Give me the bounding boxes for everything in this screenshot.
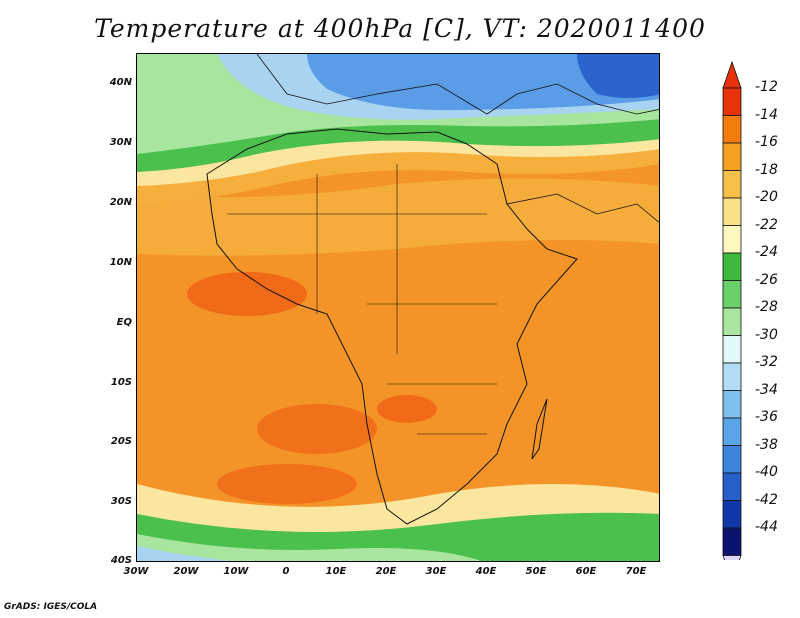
arabia-coastline xyxy=(506,193,659,223)
colorbar-cell xyxy=(722,115,742,144)
lon-label-30e: 30E xyxy=(425,566,447,577)
lat-label-30s: 30S xyxy=(110,496,132,507)
colorbar-label: -38 xyxy=(755,436,778,453)
colorbar-label: -26 xyxy=(755,271,778,288)
colorbar-cell xyxy=(722,472,742,501)
colorbar-cell xyxy=(722,197,742,226)
colorbar-label: -12 xyxy=(755,79,778,95)
patch-warm-south-atlantic xyxy=(257,404,377,454)
lat-label-eq: EQ xyxy=(116,317,132,328)
colorbar-label: -36 xyxy=(755,409,778,425)
colorbar-top-arrow xyxy=(722,60,742,89)
lon-label-10w: 10W xyxy=(223,566,249,577)
lat-label-20s: 20S xyxy=(110,436,132,447)
patch-warm-south xyxy=(217,464,357,504)
colorbar-cell xyxy=(722,500,742,529)
colorbar-cell xyxy=(722,225,742,254)
colorbar-label: -32 xyxy=(755,354,778,370)
lon-label-40e: 40E xyxy=(475,566,497,577)
colorbar-cell xyxy=(722,527,742,556)
band-deep-blue-north xyxy=(577,54,659,98)
colorbar-label: -44 xyxy=(755,519,778,535)
europe-asia-coastline xyxy=(256,54,659,115)
colorbar-cell xyxy=(722,87,742,116)
lat-label-20n: 20N xyxy=(109,197,132,208)
lat-label-40s: 40S xyxy=(110,555,132,566)
colorbar-cell xyxy=(722,280,742,309)
colorbar-cell xyxy=(722,307,742,336)
colorbar-label: -16 xyxy=(755,134,778,150)
patch-warm-west-africa xyxy=(187,272,307,316)
lon-label-50e: 50E xyxy=(525,566,547,577)
colorbar-label: -14 xyxy=(755,106,778,123)
lon-label-0: 0 xyxy=(282,566,290,577)
band-pale-green-south xyxy=(137,534,482,561)
colorbar-cell xyxy=(722,170,742,199)
colorbar-cell xyxy=(722,142,742,171)
colorbar-cell xyxy=(722,445,742,474)
band-blue-north xyxy=(307,54,659,111)
lon-label-60e: 60E xyxy=(575,566,597,577)
map-title: Temperature at 400hPa [C], VT: 202001140… xyxy=(94,14,706,43)
lat-label-40n: 40N xyxy=(109,77,132,88)
colorbar-cell xyxy=(722,335,742,364)
colorbar xyxy=(722,60,742,560)
madagascar-coastline xyxy=(531,398,548,460)
lon-label-70e: 70E xyxy=(625,566,647,577)
temperature-map xyxy=(136,53,660,562)
colorbar-cell xyxy=(722,252,742,281)
band-light-blue-south xyxy=(137,546,233,561)
lat-label-10s: 10S xyxy=(110,377,132,388)
colorbar-bottom-arrow xyxy=(722,555,742,560)
colorbar-label: -28 xyxy=(755,299,778,315)
lon-label-10e: 10E xyxy=(325,566,347,577)
colorbar-cell xyxy=(722,390,742,419)
colorbar-cell xyxy=(722,362,742,391)
colorbar-label: -18 xyxy=(755,161,778,178)
lat-label-30n: 30N xyxy=(109,137,132,148)
map-canvas xyxy=(137,54,659,561)
colorbar-label: -34 xyxy=(755,381,778,398)
colorbar-label: -20 xyxy=(755,189,778,205)
lon-label-20w: 20W xyxy=(173,566,199,577)
band-light-orange-sahel xyxy=(137,178,659,256)
patch-warm-zambia xyxy=(377,395,437,423)
colorbar-label: -24 xyxy=(755,244,778,260)
africa-coastline xyxy=(206,128,578,525)
colorbar-label: -42 xyxy=(755,491,778,508)
lon-label-30w: 30W xyxy=(123,566,149,577)
colorbar-cell xyxy=(722,417,742,446)
colorbar-label: -30 xyxy=(755,326,778,343)
band-green-south xyxy=(137,512,659,561)
colorbar-label: -40 xyxy=(755,464,778,480)
colorbar-label: -22 xyxy=(755,216,778,233)
country-borders xyxy=(227,164,497,435)
grads-credit: GrADS: IGES/COLA xyxy=(4,602,98,612)
lon-label-20e: 20E xyxy=(375,566,397,577)
lat-label-10n: 10N xyxy=(109,257,132,268)
